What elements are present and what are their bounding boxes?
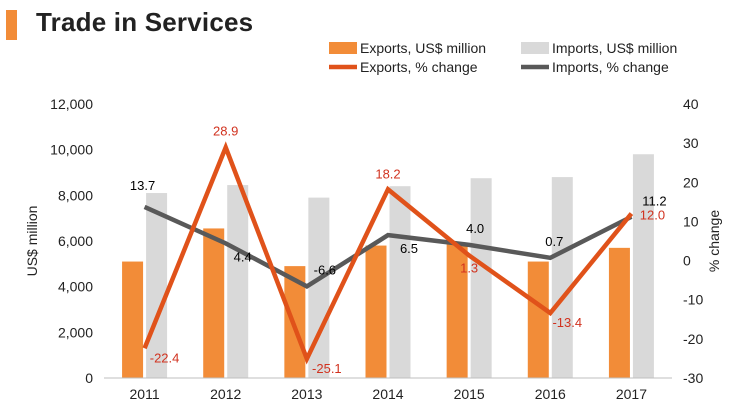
imports-change-label: 0.7 (545, 234, 563, 249)
y2-tick-label: -30 (683, 370, 703, 386)
legend-swatch (329, 42, 357, 54)
legend-label: Exports, % change (360, 59, 478, 75)
imports-bar-2016 (551, 177, 573, 378)
x-tick-label: 2012 (210, 386, 241, 402)
x-tick-label: 2017 (616, 386, 647, 402)
x-tick-label: 2011 (130, 386, 160, 402)
imports-change-label: 6.5 (400, 241, 418, 256)
legend-label: Exports, US$ million (360, 40, 486, 56)
imports-change-label: 4.4 (234, 249, 252, 264)
y2-tick-label: 20 (683, 174, 699, 190)
exports-bar-2014 (365, 245, 387, 378)
y-axis-title: US$ million (24, 206, 40, 277)
y-tick-label: 0 (85, 370, 93, 386)
exports-bar-2011 (122, 261, 144, 378)
imports-change-label: 13.7 (130, 178, 155, 193)
x-tick-label: 2016 (535, 386, 566, 402)
x-tick-label: 2013 (291, 386, 322, 402)
exports-change-label: -13.4 (552, 315, 582, 330)
title-accent-bar (6, 10, 17, 40)
y2-tick-label: 30 (683, 135, 699, 151)
legend-swatch (521, 42, 549, 54)
y-tick-label: 2,000 (58, 324, 93, 340)
data-labels-group: -22.4 28.9 -25.1 18.2 1.3 -13.4 12.0 13.7 4.4 -6.… (130, 123, 667, 375)
imports-bar-2013 (308, 197, 330, 378)
imports-bar-2015 (470, 178, 492, 378)
exports-change-line (142, 141, 634, 365)
y2-tick-label: -20 (683, 331, 703, 347)
axes-group: 2011 2012 2013 2014 2015 2016 2017 0 2,000 4,000 6… (24, 96, 722, 402)
exports-change-label: 12.0 (640, 208, 665, 223)
exports-bar-2017 (608, 247, 630, 378)
x-tick-label: 2014 (372, 386, 403, 402)
imports-bar-2017 (632, 154, 654, 378)
exports-bar-2012 (203, 228, 225, 378)
lines-group (142, 141, 634, 365)
legend-label: Imports, % change (552, 59, 669, 75)
imports-bar-2014 (389, 186, 411, 378)
legend-label: Imports, US$ million (552, 40, 677, 56)
exports-change-label: -22.4 (150, 350, 180, 365)
chart-legend: Exports, US$ million Imports, US$ million… (329, 40, 677, 75)
y2-tick-label: 0 (683, 253, 691, 269)
y-tick-label: 4,000 (58, 279, 93, 295)
y-tick-label: 10,000 (50, 142, 93, 158)
y-tick-label: 6,000 (58, 233, 93, 249)
imports-bar-2012 (227, 185, 249, 378)
imports-change-line (143, 204, 633, 290)
imports-change-label: 4.0 (466, 221, 484, 236)
exports-change-label: -25.1 (312, 361, 342, 376)
exports-bar-2015 (446, 243, 468, 378)
exports-change-label: 28.9 (213, 123, 238, 138)
y2-tick-label: 10 (683, 213, 699, 229)
y2-axis-title: % change (706, 210, 722, 272)
exports-change-label: 1.3 (460, 260, 478, 275)
y2-tick-label: 40 (683, 96, 699, 112)
x-tick-label: 2015 (454, 386, 485, 402)
imports-change-label: -6.6 (314, 262, 336, 277)
exports-bar-2016 (527, 261, 549, 378)
y-tick-label: 8,000 (58, 187, 93, 203)
page-title: Trade in Services (36, 7, 254, 37)
y-tick-label: 12,000 (50, 96, 93, 112)
imports-change-label: 11.2 (642, 194, 666, 209)
exports-change-label: 18.2 (375, 166, 400, 181)
y2-tick-label: -10 (683, 292, 703, 308)
